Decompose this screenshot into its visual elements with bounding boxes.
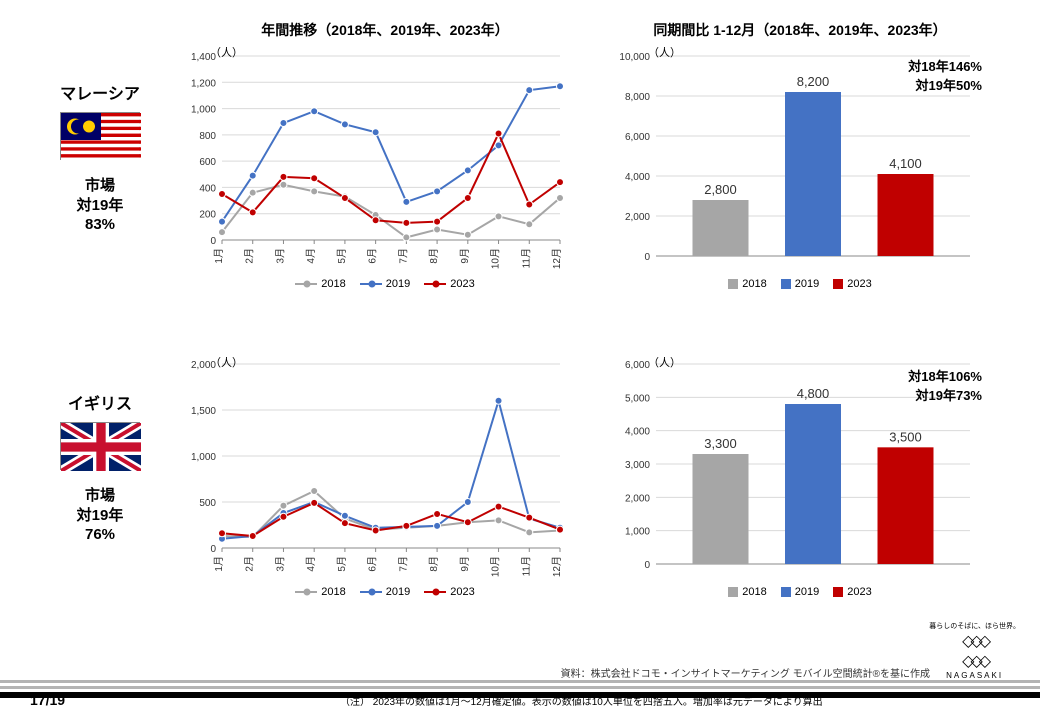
page: マレーシア 市場対19年83% 年間推移（2018年、2019年、2023年） …: [0, 0, 1040, 720]
svg-text:600: 600: [199, 157, 216, 168]
svg-text:5,000: 5,000: [625, 393, 650, 404]
svg-text:0: 0: [210, 236, 216, 247]
svg-text:4,800: 4,800: [797, 386, 830, 401]
country-row: イギリス 市場対19年76% （人） 0 500 1,000 1,500 2,000 1月…: [30, 330, 1010, 640]
country-info: マレーシア 市場対19年83%: [30, 20, 170, 330]
country-name: イギリス: [68, 390, 132, 414]
bar-chart-col: （人） 対18年106%対19年73% 0 1,000 2,000 3,000 4,00…: [600, 330, 1000, 640]
logo-tagline: 暮らしのそばに、ほら世界。: [929, 621, 1020, 631]
market-stat: 市場対19年83%: [77, 176, 124, 235]
svg-text:5月: 5月: [336, 556, 348, 572]
svg-text:9月: 9月: [459, 248, 471, 264]
footer-bars: 17/19 （注） 2023年の数値は1月～12月確定値。表示の数値は10人単位…: [0, 680, 1040, 720]
svg-text:1,000: 1,000: [191, 105, 216, 116]
market-stat: 市場対19年76%: [77, 486, 124, 545]
unit-label: （人）: [648, 44, 681, 60]
svg-text:11月: 11月: [520, 556, 532, 576]
svg-text:6,000: 6,000: [625, 360, 650, 371]
svg-text:2,800: 2,800: [704, 182, 737, 197]
page-number: 17/19: [30, 692, 65, 708]
svg-text:4,000: 4,000: [625, 172, 650, 183]
svg-text:4月: 4月: [305, 248, 317, 264]
svg-text:10月: 10月: [490, 248, 502, 269]
svg-text:1,000: 1,000: [191, 452, 216, 463]
svg-text:7月: 7月: [397, 556, 409, 572]
line-legend: 201820192023: [170, 278, 600, 290]
svg-text:500: 500: [199, 498, 216, 509]
svg-text:6月: 6月: [367, 556, 379, 572]
bar-legend: 201820192023: [600, 586, 1000, 598]
logo-text: NAGASAKI: [929, 671, 1020, 680]
logo: 暮らしのそばに、ほら世界。 ◇◇◇◇◇◇ NAGASAKI: [929, 621, 1020, 680]
svg-text:400: 400: [199, 183, 216, 194]
svg-text:4,000: 4,000: [625, 427, 650, 438]
bar-chart-title: 同期間比 1-12月（2018年、2019年、2023年）: [600, 20, 1000, 40]
svg-text:12月: 12月: [551, 556, 563, 577]
bar-legend: 201820192023: [600, 278, 1000, 290]
svg-text:2,000: 2,000: [625, 493, 650, 504]
svg-text:3月: 3月: [274, 248, 286, 264]
svg-text:0: 0: [644, 560, 650, 571]
svg-text:2,000: 2,000: [625, 212, 650, 223]
svg-text:6月: 6月: [367, 248, 379, 264]
svg-text:8,200: 8,200: [797, 74, 830, 89]
svg-text:3,000: 3,000: [625, 460, 650, 471]
svg-text:7月: 7月: [397, 248, 409, 264]
unit-label: （人）: [648, 354, 681, 370]
bar-annotation: 対18年146%対19年50%: [908, 56, 982, 94]
svg-text:12月: 12月: [551, 248, 563, 269]
svg-text:10,000: 10,000: [619, 52, 650, 63]
svg-text:5月: 5月: [336, 248, 348, 264]
svg-text:8月: 8月: [428, 248, 440, 264]
svg-text:3,300: 3,300: [704, 436, 737, 451]
line-chart-col: 年間推移（2018年、2019年、2023年） （人） 0 200 400 600 80…: [170, 20, 600, 330]
line-chart-title: 年間推移（2018年、2019年、2023年）: [170, 20, 600, 40]
bar-chart-col: 同期間比 1-12月（2018年、2019年、2023年） （人） 対18年14…: [600, 20, 1000, 330]
footnote: （注） 2023年の数値は1月～12月確定値。表示の数値は10人単位を四捨五入。…: [340, 693, 823, 708]
unit-label: （人）: [210, 44, 243, 60]
svg-text:6,000: 6,000: [625, 132, 650, 143]
svg-text:9月: 9月: [459, 556, 471, 572]
svg-text:1,000: 1,000: [625, 527, 650, 538]
svg-text:0: 0: [210, 544, 216, 555]
svg-text:2月: 2月: [244, 248, 256, 264]
svg-text:4,100: 4,100: [889, 156, 922, 171]
svg-text:4月: 4月: [305, 556, 317, 572]
country-row: マレーシア 市場対19年83% 年間推移（2018年、2019年、2023年） …: [30, 20, 1010, 330]
svg-text:1,500: 1,500: [191, 406, 216, 417]
svg-text:800: 800: [199, 131, 216, 142]
svg-text:200: 200: [199, 210, 216, 221]
svg-text:1,200: 1,200: [191, 78, 216, 89]
footer: 資料：株式会社ドコモ・インサイトマーケティング モバイル空間統計®を基に作成 1…: [0, 665, 1040, 720]
svg-text:0: 0: [644, 252, 650, 263]
unit-label: （人）: [210, 354, 243, 370]
country-name: マレーシア: [60, 80, 140, 104]
flag-icon: [60, 422, 140, 470]
svg-text:11月: 11月: [520, 248, 532, 268]
line-chart-col: （人） 05001,0001,5002,0001月2月3月4月5月6月7月8月9…: [170, 330, 600, 640]
logo-diamonds: ◇◇◇◇◇◇: [929, 631, 1020, 671]
svg-text:2月: 2月: [244, 556, 256, 572]
source-text: 資料：株式会社ドコモ・インサイトマーケティング モバイル空間統計®を基に作成: [0, 665, 1040, 680]
svg-text:8月: 8月: [428, 556, 440, 572]
flag-icon: [60, 112, 140, 160]
svg-text:1月: 1月: [213, 248, 225, 264]
svg-text:1月: 1月: [213, 556, 225, 572]
svg-text:10月: 10月: [490, 556, 502, 577]
bar-annotation: 対18年106%対19年73%: [908, 366, 982, 404]
svg-text:3月: 3月: [274, 556, 286, 572]
svg-text:8,000: 8,000: [625, 92, 650, 103]
line-legend: 201820192023: [170, 586, 600, 598]
svg-text:3,500: 3,500: [889, 429, 922, 444]
country-info: イギリス 市場対19年76%: [30, 330, 170, 640]
